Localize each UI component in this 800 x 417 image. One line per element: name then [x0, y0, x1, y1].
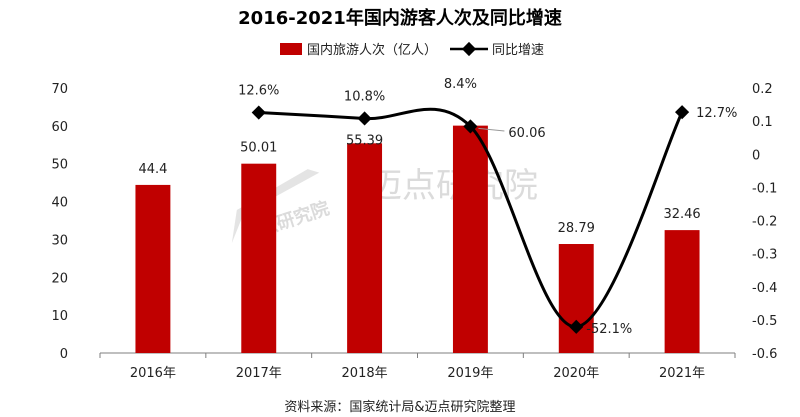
legend-line-label: 同比增速 — [492, 43, 544, 58]
growth-point-marker — [357, 111, 372, 126]
y-right-tick-label: 0.1 — [752, 115, 773, 130]
bar-value-label: 28.79 — [558, 221, 595, 236]
growth-line-path — [258, 107, 684, 329]
growth-point-marker — [251, 105, 266, 120]
y-right-tick-label: -0.4 — [752, 281, 777, 296]
y-right-tick-label: -0.6 — [752, 347, 777, 362]
growth-value-label: 10.8% — [344, 89, 385, 104]
y-right-tick-label: 0 — [752, 148, 760, 163]
y-right-tick-label: 0.2 — [752, 82, 773, 97]
legend-bar-swatch — [280, 43, 302, 55]
legend: 国内旅游人次（亿人） 同比增速 — [280, 41, 544, 58]
y-right-tick-label: -0.1 — [752, 181, 777, 196]
y-left-tick-label: 0 — [60, 347, 68, 362]
axes: 0 10 20 30 40 50 60 70 0.2 0.1 0 -0.1 -0.2 -0.3 -0.4 -0… — [51, 82, 777, 381]
bar — [452, 125, 488, 353]
source-note: 资料来源：国家统计局&迈点研究院整理 — [284, 399, 515, 415]
growth-value-label: 12.7% — [696, 106, 737, 121]
y-left-tick-label: 40 — [51, 196, 68, 211]
growth-line — [251, 105, 690, 334]
growth-point-marker — [569, 319, 584, 334]
x-tick-label: 2021年 — [659, 366, 705, 381]
y-right-tick-label: -0.3 — [752, 248, 777, 263]
x-tick-label: 2016年 — [130, 366, 176, 381]
bar-value-label: 60.06 — [508, 126, 545, 141]
bar — [558, 244, 594, 353]
bar — [135, 184, 171, 353]
y-left-tick-label: 50 — [51, 158, 68, 173]
bar-value-label: 44.4 — [138, 162, 167, 177]
y-left-tick-label: 60 — [51, 120, 68, 135]
legend-bar-label: 国内旅游人次（亿人） — [307, 42, 437, 58]
legend-line-marker — [461, 41, 477, 57]
growth-value-label: 8.4% — [444, 77, 477, 92]
bar-value-label: 50.01 — [240, 141, 277, 156]
bars — [135, 125, 700, 353]
bar — [664, 230, 700, 353]
y-left-tick-label: 10 — [51, 309, 68, 324]
growth-point-marker — [463, 119, 478, 134]
x-tick-label: 2018年 — [342, 366, 388, 381]
y-left-tick-label: 70 — [51, 82, 68, 97]
growth-value-label: -52.1% — [586, 322, 632, 337]
bar-label-leader — [478, 127, 505, 132]
y-left-tick-label: 30 — [51, 233, 68, 248]
bar-value-label: 55.39 — [346, 133, 383, 148]
x-tick-label: 2017年 — [236, 366, 282, 381]
bar — [241, 163, 277, 353]
bar-value-label: 32.46 — [663, 207, 700, 222]
y-right-tick-label: -0.5 — [752, 314, 777, 329]
chart-title: 2016-2021年国内游客人次及同比增速 — [238, 7, 562, 29]
data-labels: 44.4 50.01 55.39 60.06 28.79 32.46 12.6% 10.8% 8… — [138, 77, 737, 337]
growth-point-marker — [675, 105, 690, 120]
x-tick-label: 2020年 — [553, 366, 599, 381]
bar — [347, 143, 383, 353]
growth-value-label: 12.6% — [238, 84, 279, 99]
y-right-tick-label: -0.2 — [752, 215, 777, 230]
y-left-tick-label: 20 — [51, 271, 68, 286]
x-tick-label: 2019年 — [447, 366, 493, 381]
